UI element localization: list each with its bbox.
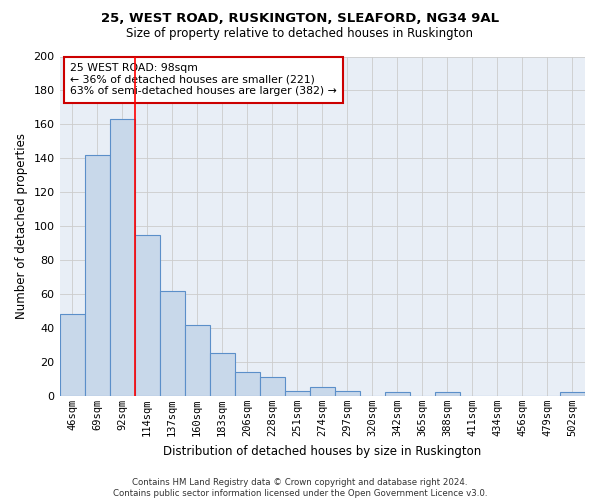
Bar: [134, 234, 160, 396]
Bar: [435, 392, 460, 396]
Bar: [385, 392, 410, 396]
Bar: [285, 391, 310, 396]
Text: 25 WEST ROAD: 98sqm
← 36% of detached houses are smaller (221)
63% of semi-detac: 25 WEST ROAD: 98sqm ← 36% of detached ho…: [70, 64, 337, 96]
Y-axis label: Number of detached properties: Number of detached properties: [15, 133, 28, 319]
Bar: [110, 120, 134, 396]
Bar: [160, 290, 185, 396]
Bar: [310, 388, 335, 396]
Bar: [335, 391, 360, 396]
Bar: [85, 155, 110, 396]
Bar: [185, 324, 209, 396]
Bar: [260, 377, 285, 396]
Bar: [560, 392, 585, 396]
Text: 25, WEST ROAD, RUSKINGTON, SLEAFORD, NG34 9AL: 25, WEST ROAD, RUSKINGTON, SLEAFORD, NG3…: [101, 12, 499, 26]
Bar: [59, 314, 85, 396]
Bar: [209, 354, 235, 396]
X-axis label: Distribution of detached houses by size in Ruskington: Distribution of detached houses by size …: [163, 444, 481, 458]
Bar: [235, 372, 260, 396]
Text: Size of property relative to detached houses in Ruskington: Size of property relative to detached ho…: [127, 28, 473, 40]
Text: Contains HM Land Registry data © Crown copyright and database right 2024.
Contai: Contains HM Land Registry data © Crown c…: [113, 478, 487, 498]
